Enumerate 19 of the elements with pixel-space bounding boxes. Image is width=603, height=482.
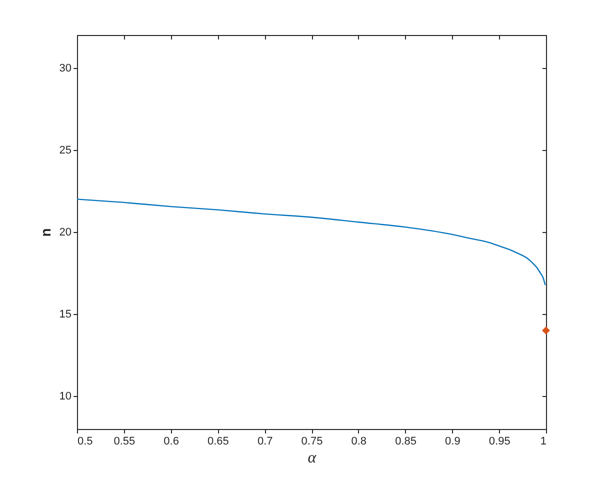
y-tick-label: 15 <box>59 308 72 321</box>
y-tick-label: 25 <box>59 144 72 156</box>
x-tick-label: 0.65 <box>207 436 229 448</box>
x-tick-label: 0.9 <box>445 436 460 448</box>
y-tick-label: 10 <box>59 390 72 403</box>
x-tick-label: 0.6 <box>164 436 179 448</box>
x-tick-label: 0.8 <box>351 436 367 448</box>
y-tick-label: 30 <box>59 62 72 74</box>
x-tick-label: 0.7 <box>257 436 273 448</box>
line-series <box>77 198 546 286</box>
y-axis-title: n <box>37 228 54 237</box>
x-tick-label: 0.95 <box>488 436 510 448</box>
x-tick-label: 0.85 <box>395 436 417 448</box>
y-tick-label: 20 <box>59 226 72 238</box>
x-tick-label: 0.55 <box>114 436 136 448</box>
x-tick-label: 1 <box>540 436 546 448</box>
x-tick-label: 0.75 <box>301 436 323 448</box>
x-axis-title: α <box>308 450 317 466</box>
x-tick-label: 0.5 <box>78 436 93 448</box>
